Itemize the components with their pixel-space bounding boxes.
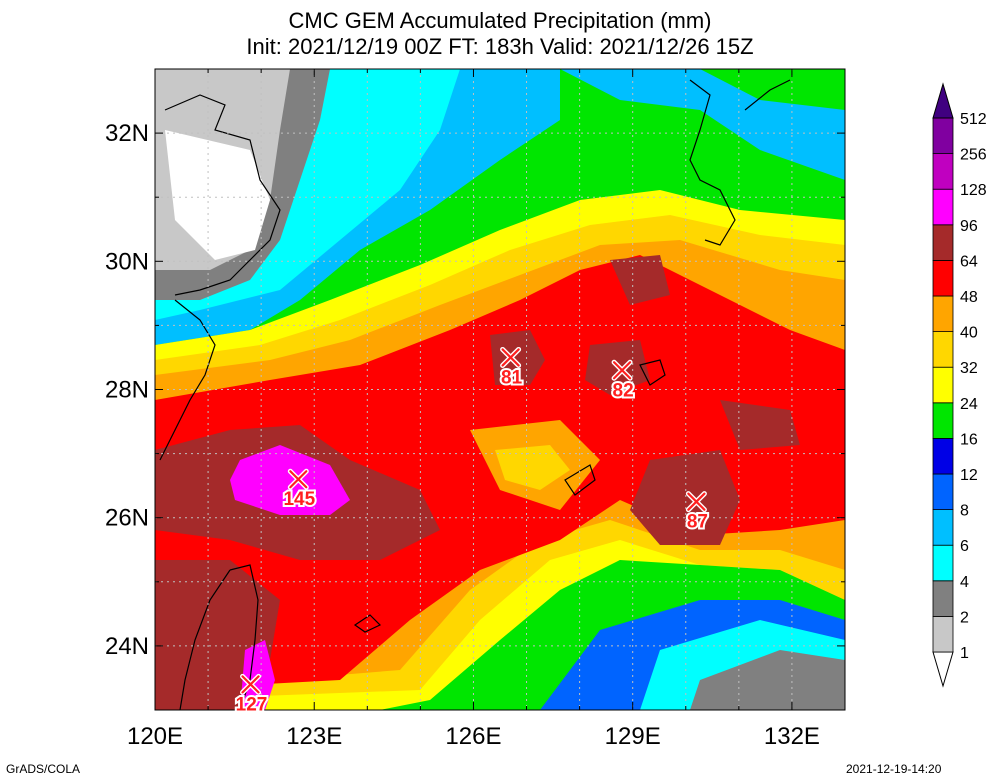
colorbar-box <box>932 259 954 297</box>
colorbar-box <box>932 580 954 617</box>
maximum-marker <box>287 468 309 490</box>
coastline-yaeyama <box>353 614 382 633</box>
coastline-china <box>164 94 281 296</box>
x-tick-label: 126E <box>445 723 501 750</box>
x-tick-label: 123E <box>286 723 342 750</box>
coastline-shikoku <box>744 79 791 111</box>
maximum-value-label: 127 <box>236 694 268 715</box>
field-max-81 <box>490 330 545 385</box>
colorbar-box <box>932 544 954 582</box>
colorbar-box <box>932 224 954 261</box>
colorbar-label: 32 <box>960 360 978 377</box>
colorbar-box <box>932 366 954 404</box>
colorbar-box <box>932 153 954 190</box>
maximum-marker <box>240 673 262 695</box>
x-tick-label: 132E <box>764 723 820 750</box>
coastline-amami <box>639 359 666 386</box>
colorbar-label: 40 <box>960 325 978 342</box>
colorbar-box <box>932 473 954 510</box>
colorbar-label: 64 <box>960 253 978 270</box>
chart-subtitle: Init: 2021/12/19 00Z FT: 183h Valid: 202… <box>246 34 754 59</box>
maximum-value-label: 145 <box>283 489 315 510</box>
footer-software: GrADS/COLA <box>6 762 81 776</box>
colorbar-box <box>932 509 954 546</box>
chart-title: CMC GEM Accumulated Precipitation (mm) <box>288 8 712 33</box>
colorbar-label: 6 <box>960 538 969 555</box>
colorbar-box <box>932 331 954 368</box>
colorbar-label: 512 <box>960 111 987 128</box>
maximum-value-label: 87 <box>687 512 708 533</box>
field-max-east <box>720 400 800 450</box>
y-tick-label: 26N <box>105 505 149 532</box>
x-tick-label: 120E <box>127 723 183 750</box>
coastline-kyushu <box>689 79 736 246</box>
maximum-value-label: 81 <box>501 367 523 388</box>
colorbar-box <box>932 616 954 653</box>
field-core-yellow <box>495 445 570 490</box>
y-tick-label: 32N <box>105 120 149 147</box>
colorbar-label: 48 <box>960 289 978 306</box>
field-band-1 <box>165 130 270 260</box>
colorbar-box <box>932 295 954 332</box>
colorbar-label: 256 <box>960 147 987 164</box>
coastline-okinawa <box>564 464 596 496</box>
y-tick-label: 28N <box>105 377 149 404</box>
field-band-16-ne <box>700 69 845 110</box>
maximum-marker <box>611 359 633 381</box>
colorbar-label: 1 <box>960 645 969 662</box>
colorbar-box <box>932 117 954 154</box>
y-tick-label: 24N <box>105 633 149 660</box>
colorbar-triangle-low <box>932 651 954 688</box>
coastline-fujian <box>159 299 216 461</box>
x-tick-label: 129E <box>605 723 661 750</box>
colorbar-label: 4 <box>960 574 969 591</box>
colorbar-label: 96 <box>960 218 978 235</box>
colorbar-label: 8 <box>960 503 969 520</box>
field-max-north <box>610 255 670 305</box>
colorbar-label: 128 <box>960 182 987 199</box>
footer-timestamp: 2021-12-19-14:20 <box>846 762 942 776</box>
colorbar-label: 2 <box>960 609 969 626</box>
colorbar-label: 16 <box>960 431 978 448</box>
y-tick-label: 30N <box>105 248 149 275</box>
field-peak-145 <box>230 445 350 515</box>
colorbar-box <box>932 188 954 226</box>
colorbar-label: 12 <box>960 467 978 484</box>
colorbar-box <box>932 402 954 439</box>
colorbar-triangle-high <box>932 82 954 119</box>
maximum-marker <box>685 491 707 513</box>
field-band-4-s <box>690 650 845 710</box>
maximum-marker <box>500 346 522 368</box>
colorbar-box <box>932 437 954 475</box>
field-max-87 <box>630 450 740 545</box>
maximum-value-label: 82 <box>613 380 634 401</box>
colorbar-label: 24 <box>960 396 978 413</box>
